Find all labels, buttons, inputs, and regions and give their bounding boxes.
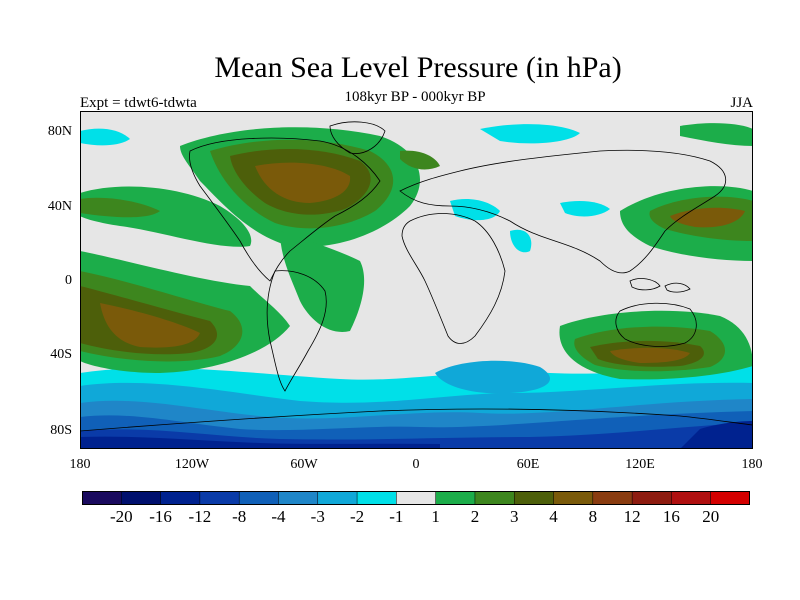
colorbar-label-10: 3 <box>509 507 519 526</box>
map-frame <box>80 111 753 449</box>
experiment-label: Expt = tdwt6-tdwta <box>80 95 197 111</box>
colorbar-swatch-1 <box>121 491 162 505</box>
colorbar-swatch-14 <box>631 491 672 505</box>
chart-title: Mean Sea Level Pressure (in hPa) <box>214 51 622 84</box>
colorbar-label-4: -4 <box>271 507 286 526</box>
pressure-map <box>80 111 753 449</box>
colorbar-label-12: 8 <box>588 507 598 526</box>
colorbar-swatch-2 <box>160 491 201 505</box>
north-atlantic-anomaly <box>180 127 420 332</box>
x-label-60w: 60W <box>290 457 318 472</box>
colorbar-swatch-11 <box>513 491 555 505</box>
colorbar-swatch-0 <box>82 491 122 505</box>
colorbar-label-1: -16 <box>149 507 172 526</box>
colorbar-label-6: -2 <box>349 507 365 526</box>
colorbar-frame <box>82 491 750 505</box>
colorbar-label-5: -3 <box>310 507 325 526</box>
colorbar-label-11: 4 <box>549 507 558 526</box>
x-label-60e: 60E <box>516 457 540 472</box>
y-label-equator: 0 <box>65 273 72 288</box>
colorbar-label-15: 20 <box>702 507 720 526</box>
x-label-120e: 120E <box>625 457 655 472</box>
north-pacific-anomaly <box>80 186 252 247</box>
x-label-180w: 180 <box>69 457 91 472</box>
colorbar-swatch-3 <box>199 491 240 505</box>
arctic-anomaly <box>80 123 753 253</box>
y-label-40n: 40N <box>47 199 72 214</box>
colorbar-label-3: -8 <box>232 507 247 526</box>
chart-subtitle: 108kyr BP - 000kyr BP <box>344 89 486 105</box>
colorbar-label-7: -1 <box>389 507 404 526</box>
colorbar-label-2: -12 <box>188 507 212 526</box>
colorbar-label-9: 2 <box>470 507 480 526</box>
southern-ocean-anomaly <box>80 362 753 449</box>
colorbar-swatch-16 <box>710 491 750 505</box>
colorbar-label-14: 16 <box>662 507 680 526</box>
colorbar-label-8: 1 <box>431 507 440 526</box>
pacific-anomaly <box>80 251 290 373</box>
indian-ocean-anomaly <box>559 310 753 380</box>
colorbar-label-0: -20 <box>109 507 133 526</box>
colorbar-swatch-8 <box>396 491 437 505</box>
colorbar-swatch-9 <box>435 491 476 505</box>
x-label-180e: 180 <box>741 457 763 472</box>
south-atlantic-patch <box>435 360 550 394</box>
coastlines <box>80 121 753 432</box>
nw-pacific-anomaly <box>620 186 753 261</box>
y-label-40s: 40S <box>50 347 72 362</box>
colorbar <box>82 491 750 505</box>
colorbar-label-13: 12 <box>623 507 641 526</box>
y-label-80s: 80S <box>50 423 72 438</box>
colorbar-swatch-12 <box>553 491 594 505</box>
colorbar-swatch-7 <box>356 491 397 505</box>
colorbar-swatch-6 <box>317 491 358 505</box>
y-label-80n: 80N <box>47 124 72 139</box>
colorbar-swatch-4 <box>238 491 280 505</box>
colorbar-swatch-10 <box>474 491 515 505</box>
colorbar-swatch-13 <box>592 491 633 505</box>
x-label-0: 0 <box>412 457 420 472</box>
season-label: JJA <box>730 95 753 111</box>
x-label-120w: 120W <box>174 457 210 472</box>
colorbar-swatch-5 <box>278 491 319 505</box>
colorbar-swatch-15 <box>671 491 712 505</box>
